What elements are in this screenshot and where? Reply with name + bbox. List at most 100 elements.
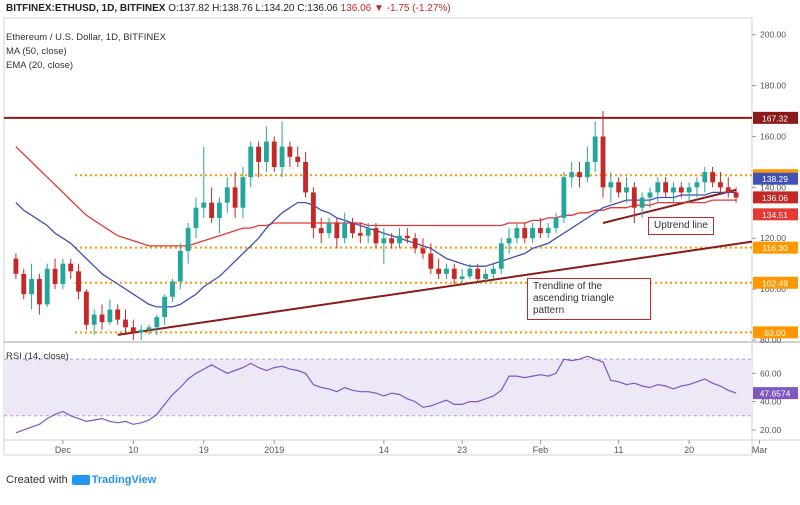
rsi-axis-tick-label: 20.00 [760,425,782,435]
time-axis-tick-label: 2019 [264,445,284,455]
candle-body [123,319,128,328]
rsi-axis-tick-label: 40.00 [760,397,782,407]
candle-body [647,192,653,198]
candle-body [663,182,669,193]
candle-body [467,268,473,277]
candle-body [44,268,50,305]
candle-body [592,136,598,162]
candle-body [209,202,215,218]
price-axis-tick-label: 180.00 [760,81,786,91]
candle-body [318,228,324,234]
ema-legend[interactable]: EMA (20, close) [6,60,74,71]
candle-body [193,207,199,229]
candle-body [537,228,543,234]
price-level-tag [753,241,798,254]
ma-legend[interactable]: MA (50, close) [6,46,67,57]
candle-body [710,172,716,183]
candle-body [733,192,739,198]
time-axis-tick-label: 14 [379,445,389,455]
candle-body [522,228,528,239]
candle-body [530,228,535,239]
price-axis-tick-label: 120.00 [760,233,786,243]
candle-body [224,187,230,203]
footer-created: Created with [6,474,68,486]
time-axis-tick-label: 10 [128,445,138,455]
candle-body [130,327,136,333]
price-axis-tick-label: 160.00 [760,131,786,141]
candle-body [397,235,402,244]
price-tag-label: 134.51 [762,210,788,220]
candle-body [631,187,637,208]
candle-body [444,268,449,274]
price-axis-tick-label: 140.00 [760,182,786,192]
candle-body [655,182,661,193]
rsi-band [4,359,752,416]
candle-body [115,309,121,320]
price-axis-tick-label: 80.00 [760,335,782,345]
candle-body [232,187,238,208]
candle-body [154,317,160,328]
candle-body [459,276,465,279]
candle-body [404,235,410,239]
candle-body [287,146,293,157]
time-axis-tick-label: Feb [533,445,549,455]
time-axis-tick-label: 19 [199,445,209,455]
candle-body [514,228,520,239]
time-axis-tick-label: Dec [55,445,72,455]
low-label: L: [255,3,264,14]
candle-body [138,329,144,333]
candle-body [490,268,496,274]
candle-body [162,296,168,318]
footer: Created with TradingView [6,474,156,486]
candle-body [170,281,175,297]
rsi-line [15,355,737,434]
high-label: H: [212,3,223,14]
low-value: 134.20 [263,3,295,14]
candle-body [475,268,481,279]
symbol-header: BITFINEX:ETHUSD, 1D, BITFINEX O:137.82 H… [6,3,451,14]
footer-brand[interactable]: TradingView [91,474,157,486]
candle-body [83,291,89,325]
candle-body [506,238,512,244]
candle-body [436,268,442,274]
candle-body [561,177,567,218]
uptrend-line [602,188,737,224]
candle-body [256,146,262,162]
rsi-axis-tick-label: 60.00 [760,368,782,378]
candle-body [678,187,684,193]
candle-body [577,172,582,178]
candle-body [271,141,277,168]
price-axis-tick-label: 100.00 [760,284,786,294]
candle-body [420,248,426,254]
candle-body [217,202,222,218]
time-axis-tick-label: Mar [752,445,768,455]
time-axis-tick-label: 11 [614,445,623,455]
candle-body [639,197,645,208]
candle-body [389,238,395,244]
candle-body [295,156,301,162]
candle-body [52,268,58,285]
candle-body [412,238,418,249]
price-tag [753,172,798,185]
candle-body [498,243,504,269]
candle-body [600,136,606,188]
time-axis-tick-label: 20 [684,445,694,455]
candle-body [451,268,457,279]
price-axis-tick-label: 200.00 [760,30,786,40]
candle-body [91,314,97,325]
candle-body [584,161,590,178]
open-value: 137.82 [178,3,210,14]
candle-body [201,202,207,208]
candle-body [146,327,152,330]
close-value: 136.06 [307,3,338,14]
candle-body [263,141,269,162]
rsi-legend[interactable]: RSI (14, close) [6,351,69,362]
candle-body [483,273,489,279]
candle-body [29,278,34,295]
candle-body [185,228,191,251]
close-label: C: [297,3,308,14]
candle-body [608,182,614,188]
candle-body [342,222,348,239]
uptrend-annotation: Uptrend line [648,217,714,235]
